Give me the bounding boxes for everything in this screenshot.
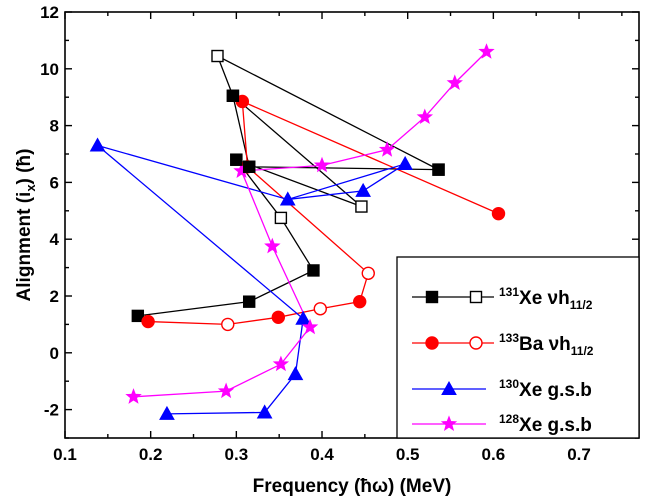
data-point [295,310,312,325]
series-line [97,144,406,415]
plot-frame [64,11,640,439]
legend-marker [440,415,458,432]
data-point [264,237,281,254]
data-point [287,366,304,381]
y-tick-label: 4 [50,230,60,249]
data-point [279,191,296,206]
x-tick-label: 0.3 [225,445,249,464]
y-tick-label: 6 [50,173,59,192]
data-point [226,89,240,102]
legend-label: 131Xe νh11/2 [499,285,593,312]
y-tick-label: 12 [40,3,59,22]
x-tick-label: 0.5 [396,445,420,464]
data-point [361,266,375,280]
x-tick-label: 0.7 [567,445,591,464]
x-axis-title: Frequency (ħω) (MeV) [253,476,452,497]
data-point [416,108,434,124]
data-point [217,382,235,399]
data-point [271,310,286,324]
legend-marker [425,336,439,350]
legend-label: 130Xe g.s.b [499,377,592,401]
data-point [355,200,368,213]
legend-marker [469,336,483,350]
data-point [313,302,328,316]
data-point [313,156,331,173]
legend-marker [469,290,483,304]
legend-label: 128Xe g.s.b [499,412,592,436]
legend-label: 133Ba νh11/2 [499,331,594,358]
data-point [230,153,243,166]
data-point [89,137,106,152]
data-point [274,211,288,225]
data-point [131,309,145,323]
y-tick-label: 8 [50,117,59,136]
data-point [432,163,445,176]
data-point [355,182,371,197]
y-tick-label: 2 [50,287,59,306]
data-point [353,294,367,309]
x-tick-label: 0.2 [139,445,163,464]
y-tick-label: 10 [40,60,59,79]
data-point [301,318,319,335]
x-tick-label: 0.4 [310,445,334,464]
data-point [272,355,290,372]
data-point [446,74,463,91]
legend-box [396,256,640,439]
data-point [478,43,495,59]
legend: 131Xe νh11/2 133Ba νh11/2 130Xe g.s.b 128Xe… [396,256,640,439]
y-axis-title: Alignment (ix) (ħ) [14,149,38,302]
data-point [125,388,142,404]
x-tick-label: 0.6 [482,445,506,464]
y-tick-label: 0 [50,344,59,363]
y-tick-label: -2 [44,401,59,420]
data-point [159,405,175,420]
x-tick-label: 0.1 [53,445,77,464]
data-point [141,314,155,329]
data-point [221,317,235,332]
data-point [491,206,506,221]
data-point [307,264,320,277]
data-point [242,160,256,173]
data-point [242,295,256,308]
data-point [256,404,273,419]
legend-marker [425,290,439,304]
data-point [378,141,396,157]
data-point [397,155,413,170]
series-line [137,54,439,317]
data-point [211,49,224,63]
legend-marker [441,380,457,395]
